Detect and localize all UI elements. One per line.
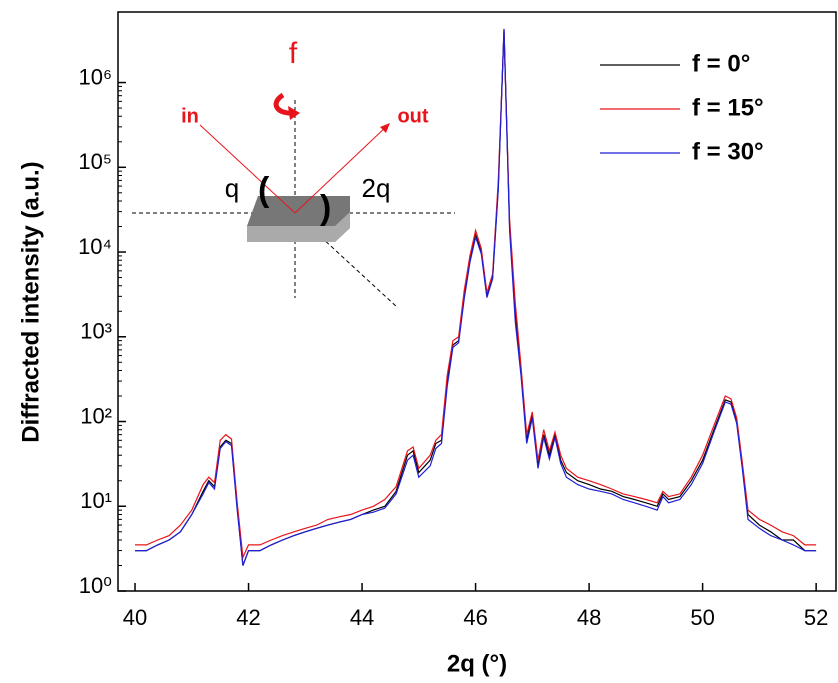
sample-side xyxy=(247,212,350,242)
y-tick-label: 10³ xyxy=(80,319,112,344)
y-axis-title: Diffracted intensity (a.u.) xyxy=(17,161,44,442)
theta-label: q xyxy=(225,173,239,203)
outgoing-beam xyxy=(294,124,389,214)
legend-label: f = 0° xyxy=(692,50,750,77)
x-tick-label: 48 xyxy=(577,605,601,630)
two-theta-label: 2q xyxy=(362,173,391,203)
angle-bracket: ( xyxy=(258,171,270,209)
x-axis-title: 2q (°) xyxy=(447,650,507,677)
out-label: out xyxy=(397,105,428,127)
x-tick-label: 44 xyxy=(350,605,374,630)
x-tick-label: 52 xyxy=(804,605,828,630)
in-label: in xyxy=(181,105,199,127)
y-tick-label: 10⁵ xyxy=(78,149,112,174)
plot-frame xyxy=(117,11,837,592)
inset-schematic: ( ) f in out q 2q xyxy=(132,37,455,309)
x-tick-label: 46 xyxy=(463,605,487,630)
y-tick-label: 10¹ xyxy=(80,488,112,513)
y-tick-label: 10⁰ xyxy=(79,573,112,598)
x-tick-label: 40 xyxy=(123,605,147,630)
incoming-beam xyxy=(199,124,296,214)
rotation-label: f xyxy=(289,37,298,70)
arrow-head xyxy=(380,123,390,133)
y-tick-label: 10⁶ xyxy=(78,64,112,89)
angle-bracket: ) xyxy=(320,189,331,227)
y-tick-label: 10² xyxy=(80,403,112,428)
legend-label: f = 30° xyxy=(692,138,764,165)
x-tick-label: 42 xyxy=(236,605,260,630)
x-tick-label: 50 xyxy=(690,605,714,630)
series-line xyxy=(135,31,817,560)
legend-label: f = 15° xyxy=(692,94,764,121)
rotation-arrow-head xyxy=(288,106,300,120)
series-line xyxy=(135,28,817,566)
y-tick-label: 10⁴ xyxy=(78,234,112,259)
